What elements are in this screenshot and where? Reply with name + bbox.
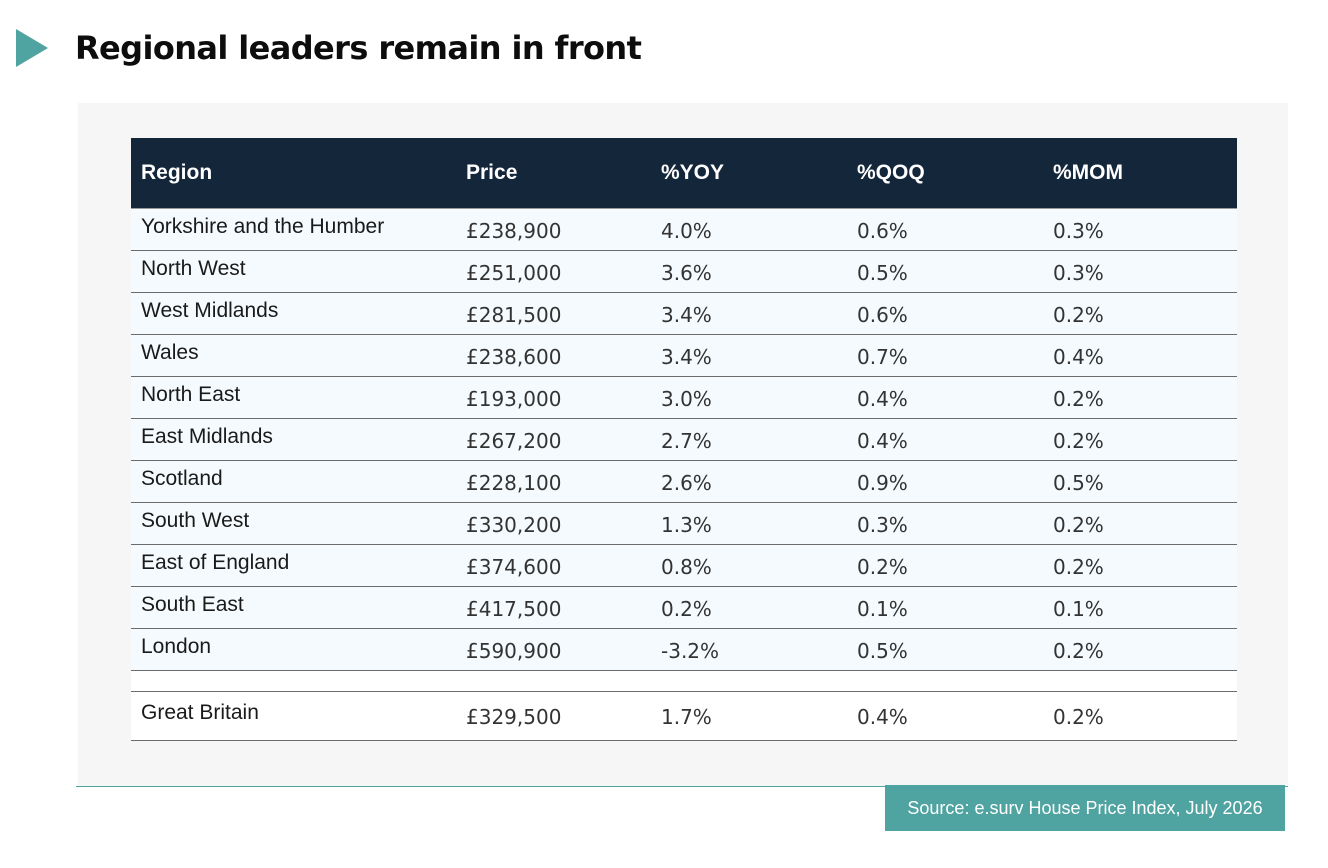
mom-cell: 0.2% xyxy=(1053,638,1104,663)
table-row: Yorkshire and the Humber £238,900 4.0% 0… xyxy=(131,208,1237,251)
qoq-cell: 0.6% xyxy=(857,218,908,243)
price-cell: £193,000 xyxy=(466,386,562,411)
region-cell: West Midlands xyxy=(141,298,279,322)
mom-cell: 0.2% xyxy=(1053,302,1104,327)
column-header-yoy: %YOY xyxy=(661,161,725,184)
region-cell: Wales xyxy=(141,340,199,364)
yoy-cell: 3.6% xyxy=(661,260,712,285)
mom-cell: 0.3% xyxy=(1053,218,1104,243)
qoq-cell: 0.4% xyxy=(857,428,908,453)
region-cell: North East xyxy=(141,382,241,406)
region-cell: South West xyxy=(141,508,250,532)
qoq-cell: 0.5% xyxy=(857,638,908,663)
qoq-cell: 0.7% xyxy=(857,344,908,369)
yoy-cell: 3.4% xyxy=(661,302,712,327)
table-header: Region Price %YOY %QOQ %MOM xyxy=(131,138,1237,208)
column-header-mom: %MOM xyxy=(1053,161,1123,184)
yoy-cell: -3.2% xyxy=(661,638,720,663)
table-row: East of England £374,600 0.8% 0.2% 0.2% xyxy=(131,545,1237,587)
qoq-cell: 0.4% xyxy=(857,705,908,729)
qoq-cell: 0.3% xyxy=(857,512,908,537)
price-cell: £281,500 xyxy=(466,302,562,327)
region-cell: Great Britain xyxy=(141,701,259,724)
mom-cell: 0.2% xyxy=(1053,428,1104,453)
mom-cell: 0.3% xyxy=(1053,260,1104,285)
yoy-cell: 1.7% xyxy=(661,705,712,729)
price-cell: £417,500 xyxy=(466,596,562,621)
total-row: Great Britain £329,500 1.7% 0.4% 0.2% xyxy=(131,692,1237,741)
price-cell: £251,000 xyxy=(466,260,562,285)
table-row: London £590,900 -3.2% 0.5% 0.2% xyxy=(131,629,1237,671)
title-row: Regional leaders remain in front xyxy=(16,26,642,70)
mom-cell: 0.4% xyxy=(1053,344,1104,369)
yoy-cell: 0.8% xyxy=(661,554,712,579)
table-row: Wales £238,600 3.4% 0.7% 0.4% xyxy=(131,335,1237,377)
table-row: West Midlands £281,500 3.4% 0.6% 0.2% xyxy=(131,293,1237,335)
yoy-cell: 3.4% xyxy=(661,344,712,369)
table-spacer xyxy=(131,671,1237,692)
qoq-cell: 0.6% xyxy=(857,302,908,327)
yoy-cell: 3.0% xyxy=(661,386,712,411)
play-triangle-icon xyxy=(16,29,48,67)
region-cell: East Midlands xyxy=(141,424,273,448)
region-cell: Yorkshire and the Humber xyxy=(141,214,385,238)
price-cell: £590,900 xyxy=(466,638,562,663)
region-cell: London xyxy=(141,634,212,658)
yoy-cell: 1.3% xyxy=(661,512,712,537)
yoy-cell: 4.0% xyxy=(661,218,712,243)
price-cell: £228,100 xyxy=(466,470,562,495)
source-note: Source: e.surv House Price Index, July 2… xyxy=(885,785,1285,831)
column-header-region: Region xyxy=(141,161,213,184)
regional-price-table: Region Price %YOY %QOQ %MOM Yorkshire an… xyxy=(131,138,1237,741)
region-cell: Scotland xyxy=(141,466,223,490)
region-cell: North West xyxy=(141,256,246,280)
yoy-cell: 0.2% xyxy=(661,596,712,621)
region-cell: South East xyxy=(141,592,244,616)
yoy-cell: 2.7% xyxy=(661,428,712,453)
mom-cell: 0.1% xyxy=(1053,596,1104,621)
page-title: Regional leaders remain in front xyxy=(75,29,642,67)
table-row: North East £193,000 3.0% 0.4% 0.2% xyxy=(131,377,1237,419)
region-cell: East of England xyxy=(141,550,290,574)
price-cell: £374,600 xyxy=(466,554,562,579)
qoq-cell: 0.1% xyxy=(857,596,908,621)
price-cell: £238,900 xyxy=(466,218,562,243)
yoy-cell: 2.6% xyxy=(661,470,712,495)
qoq-cell: 0.5% xyxy=(857,260,908,285)
column-header-qoq: %QOQ xyxy=(857,161,925,184)
mom-cell: 0.2% xyxy=(1053,705,1104,729)
qoq-cell: 0.4% xyxy=(857,386,908,411)
mom-cell: 0.2% xyxy=(1053,554,1104,579)
price-cell: £238,600 xyxy=(466,344,562,369)
price-cell: £267,200 xyxy=(466,428,562,453)
mom-cell: 0.2% xyxy=(1053,386,1104,411)
table-row: North West £251,000 3.6% 0.5% 0.3% xyxy=(131,251,1237,293)
panel-divider xyxy=(76,786,1288,787)
table-row: South East £417,500 0.2% 0.1% 0.1% xyxy=(131,587,1237,629)
column-header-price: Price xyxy=(466,161,518,184)
table-row: South West £330,200 1.3% 0.3% 0.2% xyxy=(131,503,1237,545)
price-cell: £330,200 xyxy=(466,512,562,537)
table-row: East Midlands £267,200 2.7% 0.4% 0.2% xyxy=(131,419,1237,461)
qoq-cell: 0.9% xyxy=(857,470,908,495)
mom-cell: 0.2% xyxy=(1053,512,1104,537)
mom-cell: 0.5% xyxy=(1053,470,1104,495)
price-cell: £329,500 xyxy=(466,705,562,729)
qoq-cell: 0.2% xyxy=(857,554,908,579)
table-row: Scotland £228,100 2.6% 0.9% 0.5% xyxy=(131,461,1237,503)
